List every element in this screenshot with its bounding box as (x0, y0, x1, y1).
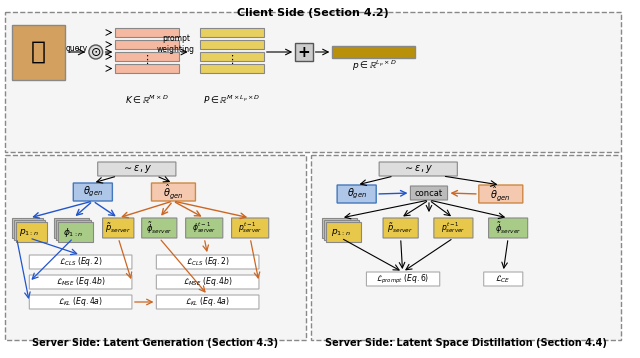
Text: $\hat{\theta}_{gen}$: $\hat{\theta}_{gen}$ (490, 185, 511, 203)
Text: $p_{1:n}$: $p_{1:n}$ (331, 227, 351, 237)
Text: ⋮: ⋮ (141, 55, 152, 65)
Bar (311, 155, 621, 340)
Bar (115, 28, 179, 37)
Bar (200, 52, 264, 61)
Bar (200, 28, 264, 37)
Text: $p_{1:n}$: $p_{1:n}$ (19, 227, 39, 237)
Text: $P \in \mathbb{R}^{M \times L_p \times D}$: $P \in \mathbb{R}^{M \times L_p \times D… (204, 94, 261, 106)
Text: $\mathcal{L}_{CE}$: $\mathcal{L}_{CE}$ (495, 273, 511, 285)
Bar (56, 220, 91, 240)
Bar (295, 43, 313, 61)
FancyBboxPatch shape (156, 295, 259, 309)
Text: $\mathcal{L}_{prompt}$ $(Eq.6)$: $\mathcal{L}_{prompt}$ $(Eq.6)$ (376, 272, 429, 286)
FancyBboxPatch shape (98, 162, 176, 176)
Text: $\sim \epsilon, y$: $\sim \epsilon, y$ (122, 163, 152, 175)
Bar (326, 222, 360, 242)
Text: $\mathcal{L}_{CLS}$ $(Eq.2)$: $\mathcal{L}_{CLS}$ $(Eq.2)$ (186, 256, 230, 268)
Text: $\tilde{\phi}_{server}$: $\tilde{\phi}_{server}$ (146, 220, 173, 236)
FancyBboxPatch shape (367, 272, 440, 286)
FancyBboxPatch shape (488, 218, 527, 238)
FancyBboxPatch shape (337, 185, 376, 203)
Text: Server Side: Latent Generation (Section 4.3): Server Side: Latent Generation (Section … (32, 338, 278, 348)
Text: $p^{t-1}_{server}$: $p^{t-1}_{server}$ (238, 221, 262, 236)
Text: ⊙: ⊙ (90, 45, 101, 58)
Bar (115, 64, 179, 73)
Text: prompt
weighting: prompt weighting (157, 34, 195, 54)
Bar (332, 46, 415, 58)
Bar (200, 64, 264, 73)
Bar (54, 218, 89, 238)
Bar (200, 40, 264, 49)
FancyBboxPatch shape (141, 218, 177, 238)
Bar (15, 222, 47, 242)
FancyBboxPatch shape (152, 183, 195, 201)
FancyBboxPatch shape (29, 275, 132, 289)
FancyBboxPatch shape (29, 295, 132, 309)
FancyBboxPatch shape (74, 183, 113, 201)
Bar (5, 12, 621, 152)
Text: Client Side (Section 4.2): Client Side (Section 4.2) (237, 8, 388, 18)
FancyBboxPatch shape (29, 255, 132, 269)
FancyBboxPatch shape (232, 218, 269, 238)
Text: $\sim \epsilon, y$: $\sim \epsilon, y$ (403, 163, 433, 175)
FancyBboxPatch shape (102, 218, 134, 238)
Text: $\tilde{\phi}_{server}$: $\tilde{\phi}_{server}$ (495, 220, 522, 236)
Bar (13, 220, 45, 240)
Text: $p^{t-1}_{server}$: $p^{t-1}_{server}$ (442, 221, 465, 236)
FancyBboxPatch shape (186, 218, 223, 238)
FancyBboxPatch shape (156, 255, 259, 269)
Bar (115, 40, 179, 49)
Text: $\tilde{p}_{server}$: $\tilde{p}_{server}$ (387, 221, 414, 235)
Text: +: + (298, 44, 310, 59)
Bar (115, 52, 179, 61)
FancyBboxPatch shape (383, 218, 418, 238)
FancyBboxPatch shape (479, 185, 523, 203)
Text: $\phi_{1:n}$: $\phi_{1:n}$ (63, 226, 83, 238)
Circle shape (89, 45, 102, 59)
Text: $p \in \mathbb{R}^{L_p \times D}$: $p \in \mathbb{R}^{L_p \times D}$ (352, 59, 397, 73)
Text: $\hat{\theta}_{gen}$: $\hat{\theta}_{gen}$ (163, 183, 183, 201)
Text: $\theta_{gen}$: $\theta_{gen}$ (83, 185, 103, 199)
Text: $\mathcal{L}_{MSE}$ $(Eq.4b)$: $\mathcal{L}_{MSE}$ $(Eq.4b)$ (182, 276, 233, 289)
Bar (5, 155, 306, 340)
Text: query: query (65, 44, 87, 53)
FancyBboxPatch shape (410, 186, 447, 200)
Text: $\mathcal{L}_{MSE}$ $(Eq.4b)$: $\mathcal{L}_{MSE}$ $(Eq.4b)$ (56, 276, 106, 289)
Text: concat: concat (415, 189, 443, 198)
Text: $\theta_{gen}$: $\theta_{gen}$ (346, 187, 367, 201)
Bar (12, 25, 65, 80)
FancyBboxPatch shape (434, 218, 473, 238)
Text: 🐕: 🐕 (31, 40, 46, 64)
Bar (12, 218, 43, 238)
FancyBboxPatch shape (156, 275, 259, 289)
Bar (324, 220, 358, 240)
FancyBboxPatch shape (379, 162, 458, 176)
Text: ⋮: ⋮ (227, 55, 237, 65)
Text: $\phi^{t-1}_{server}$: $\phi^{t-1}_{server}$ (192, 221, 216, 236)
Text: $\tilde{p}_{server}$: $\tilde{p}_{server}$ (105, 221, 131, 235)
FancyBboxPatch shape (484, 272, 523, 286)
Text: $\mathcal{L}_{CLS}$ $(Eq.2)$: $\mathcal{L}_{CLS}$ $(Eq.2)$ (59, 256, 102, 268)
Bar (58, 222, 93, 242)
Text: $\mathcal{L}_{KL}$ $(Eq.4a)$: $\mathcal{L}_{KL}$ $(Eq.4a)$ (58, 295, 103, 309)
Text: Server Side: Latent Space Distillation (Section 4.4): Server Side: Latent Space Distillation (… (325, 338, 607, 348)
Text: $\mathcal{L}_{KL}$ $(Eq.4a)$: $\mathcal{L}_{KL}$ $(Eq.4a)$ (185, 295, 230, 309)
Text: $K \in \mathbb{R}^{M \times D}$: $K \in \mathbb{R}^{M \times D}$ (125, 94, 169, 106)
Bar (323, 218, 356, 238)
